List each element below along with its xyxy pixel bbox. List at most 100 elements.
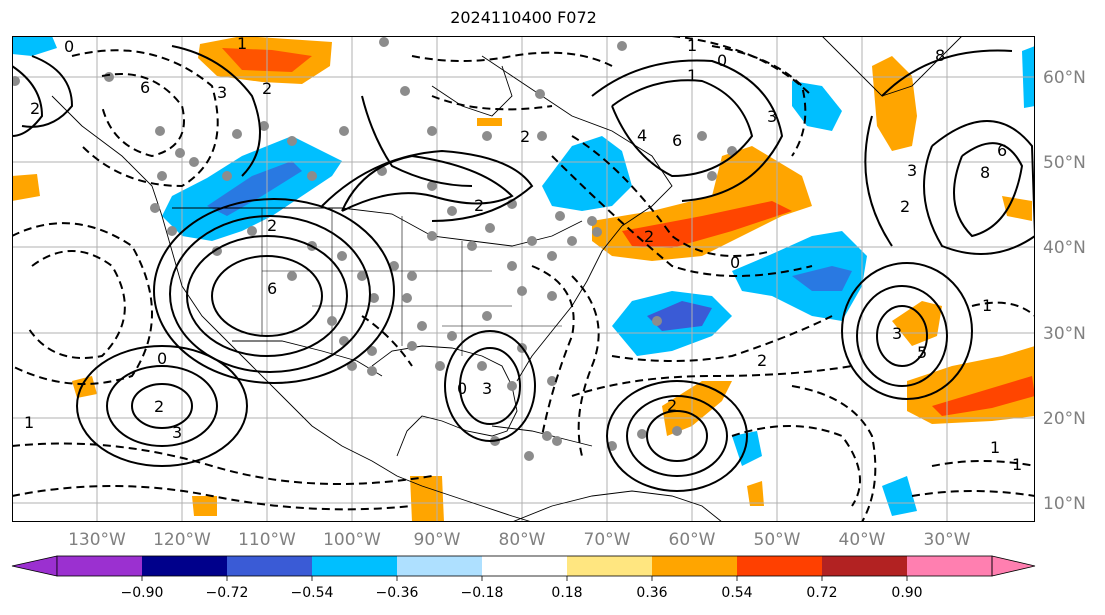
colorbar-bin: [737, 556, 822, 576]
colorbar-bin: [227, 556, 312, 576]
contour-label: 2: [667, 396, 677, 415]
trough-east-canada: [361, 95, 473, 187]
contour-label: 2: [644, 227, 654, 246]
coast-west-north-america: [51, 95, 533, 522]
fill-blue-nw-us: [207, 161, 302, 216]
coast-hudson-bay: [431, 65, 513, 117]
contour-label: 6: [267, 279, 277, 298]
contour-label: 6: [140, 78, 150, 97]
colorbar-tick-label: 0.90: [891, 585, 922, 601]
lon-tick-label: 50°W: [754, 530, 801, 550]
colorbar-tick-label: −0.54: [291, 585, 334, 601]
solid-contours: [12, 45, 1035, 492]
colorbar-tick-label: 0.36: [636, 585, 667, 601]
contour-label: 2: [30, 99, 40, 118]
contour-label: 8: [935, 46, 945, 65]
map-title: 2024110400 F072: [450, 8, 597, 27]
colorbar-tick-label: 0.72: [806, 585, 837, 601]
contour-label: 3: [767, 107, 777, 126]
high-north-atlantic: [953, 142, 1024, 238]
fill-orange-atlantic-tiny: [1002, 196, 1032, 221]
contour-label: 3: [892, 324, 902, 343]
dashed-contours: [12, 36, 1035, 522]
fill-red-atlantic-ne: [622, 201, 792, 248]
lat-tick-label: 60°N: [1043, 68, 1086, 88]
colorbar-bin: [142, 556, 227, 576]
fill-orange-yucatan: [410, 476, 444, 522]
high-caribbean: [646, 410, 708, 462]
lon-tick-label: 60°W: [669, 530, 716, 550]
colorbar: −0.90 −0.72 −0.54 −0.36 −0.18 0.18 0.36 …: [11, 555, 1036, 601]
lon-tick-label: 90°W: [414, 530, 461, 550]
contour-label: 1: [24, 413, 34, 432]
map-frame: [12, 36, 1035, 522]
contour-label: 1: [990, 438, 1000, 457]
contour-label: 2: [757, 351, 767, 370]
lon-tick-label: 70°W: [584, 530, 631, 550]
coast-gulf-of-mexico: [371, 345, 518, 457]
contour-label: 2: [154, 397, 164, 416]
lat-tick-label: 30°N: [1043, 324, 1086, 344]
coastlines: [51, 36, 963, 522]
fill-blue-atlantic-east: [792, 266, 852, 291]
fill-blue-atlantic-center: [647, 301, 712, 331]
lat-tick-labels: 60°N 50°N 40°N 30°N 20°N 10°N: [1043, 68, 1086, 514]
contour-label: 3: [172, 423, 182, 442]
high-azores: [876, 305, 928, 367]
contour-label: 4: [637, 126, 647, 145]
contour-label: 2: [474, 196, 484, 215]
colorbar-left-extend: [11, 555, 58, 577]
lon-tick-label: 130°W: [68, 530, 126, 550]
colorbar-bin: [907, 556, 992, 576]
lon-tick-label: 120°W: [153, 530, 211, 550]
colorbar-bin: [57, 556, 142, 576]
lon-tick-label: 30°W: [924, 530, 971, 550]
contour-label: 3: [907, 161, 917, 180]
contour-label: 5: [917, 343, 927, 362]
colorbar-tick-label: −0.36: [376, 585, 419, 601]
lon-tick-label: 110°W: [238, 530, 296, 550]
colorbar-tick-label: −0.18: [461, 585, 504, 601]
lon-tick-label: 100°W: [323, 530, 381, 550]
lat-tick-label: 10°N: [1043, 494, 1086, 514]
map-panel: 0 2 6 1 6 0 2 3 1 2 2 3 2 3 0 2 1 0 1 3 …: [12, 36, 1035, 522]
fill-cyan-nw-corner: [12, 36, 57, 56]
fill-orange-west-edge: [12, 174, 40, 201]
lon-tick-label: 40°W: [839, 530, 886, 550]
colorbar-tick-label: −0.90: [121, 585, 164, 601]
state-lines: [261, 208, 562, 356]
high-pacific-west: [131, 383, 193, 429]
colorbar-tick-label: 0.54: [721, 585, 752, 601]
contour-label: 0: [730, 253, 740, 272]
contour-label: 2: [520, 127, 530, 146]
fill-cyan-se-atlantic: [882, 476, 917, 516]
fill-orange-caribbean: [662, 381, 732, 436]
fill-cyan-atlantic-south: [732, 431, 762, 466]
lat-tick-label: 20°N: [1043, 409, 1086, 429]
fill-orange-east-pacific: [192, 496, 217, 516]
high-southwest-us: [211, 255, 323, 337]
contour-label: 2: [262, 79, 272, 98]
contour-label: 0: [64, 37, 74, 56]
contour-label: 2: [267, 216, 277, 235]
lon-tick-label: 80°W: [499, 530, 546, 550]
contour-label: 0: [157, 349, 167, 368]
contour-label: 0: [717, 51, 727, 70]
colorbar-tick-label: −0.72: [206, 585, 249, 601]
colorbar-bin: [482, 556, 567, 576]
colorbar-bin: [312, 556, 397, 576]
fill-orange-central-atl: [747, 481, 764, 506]
contour-label: 1: [982, 296, 992, 315]
contour-label: 3: [482, 379, 492, 398]
contour-label: 6: [672, 131, 682, 150]
border-us-mexico: [232, 340, 383, 377]
contour-label: 8: [980, 163, 990, 182]
contour-labels: 0 2 6 1 6 0 2 3 1 2 2 3 2 3 0 2 1 0 1 3 …: [24, 36, 1022, 474]
fill-cyan-labrador: [542, 136, 632, 211]
colorbar-bin: [652, 556, 737, 576]
contour-label: 6: [997, 141, 1007, 160]
fill-red-east-atlantic: [932, 376, 1035, 416]
station-dots: [12, 37, 737, 461]
contour-label: 1: [237, 36, 247, 53]
